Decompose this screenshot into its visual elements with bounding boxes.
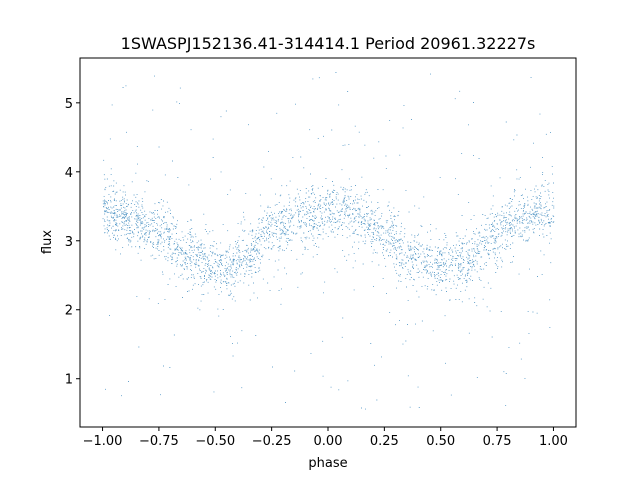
x-axis: −1.00 −0.75 −0.50 −0.25 0.00 0.25 0.50 0.75 1.00 xyxy=(83,427,568,449)
x-tick-label: 1.00 xyxy=(539,434,568,449)
x-tick-label: −0.75 xyxy=(139,434,179,449)
y-tick-label: 3 xyxy=(65,235,73,250)
x-tick-label: 0.50 xyxy=(426,434,455,449)
x-tick-label: 0.75 xyxy=(483,434,512,449)
y-tick-label: 2 xyxy=(65,304,73,319)
x-tick-label: −1.00 xyxy=(83,434,123,449)
x-tick-label: 0.25 xyxy=(370,434,399,449)
y-tick-label: 1 xyxy=(65,373,73,388)
plot-area-frame xyxy=(79,57,577,428)
y-axis-label: flux xyxy=(40,230,55,254)
chart-title: 1SWASPJ152136.41-314414.1 Period 20961.3… xyxy=(121,34,536,53)
x-tick-label: −0.25 xyxy=(252,434,292,449)
x-tick-label: −0.50 xyxy=(195,434,235,449)
y-tick-label: 5 xyxy=(65,97,73,112)
x-axis-label: phase xyxy=(308,456,347,471)
scatter-series-points xyxy=(102,72,555,410)
data-points xyxy=(102,72,555,410)
y-axis: 1 2 3 4 5 xyxy=(65,97,80,388)
x-tick-label: 0.00 xyxy=(314,434,343,449)
y-tick-label: 4 xyxy=(65,166,73,181)
